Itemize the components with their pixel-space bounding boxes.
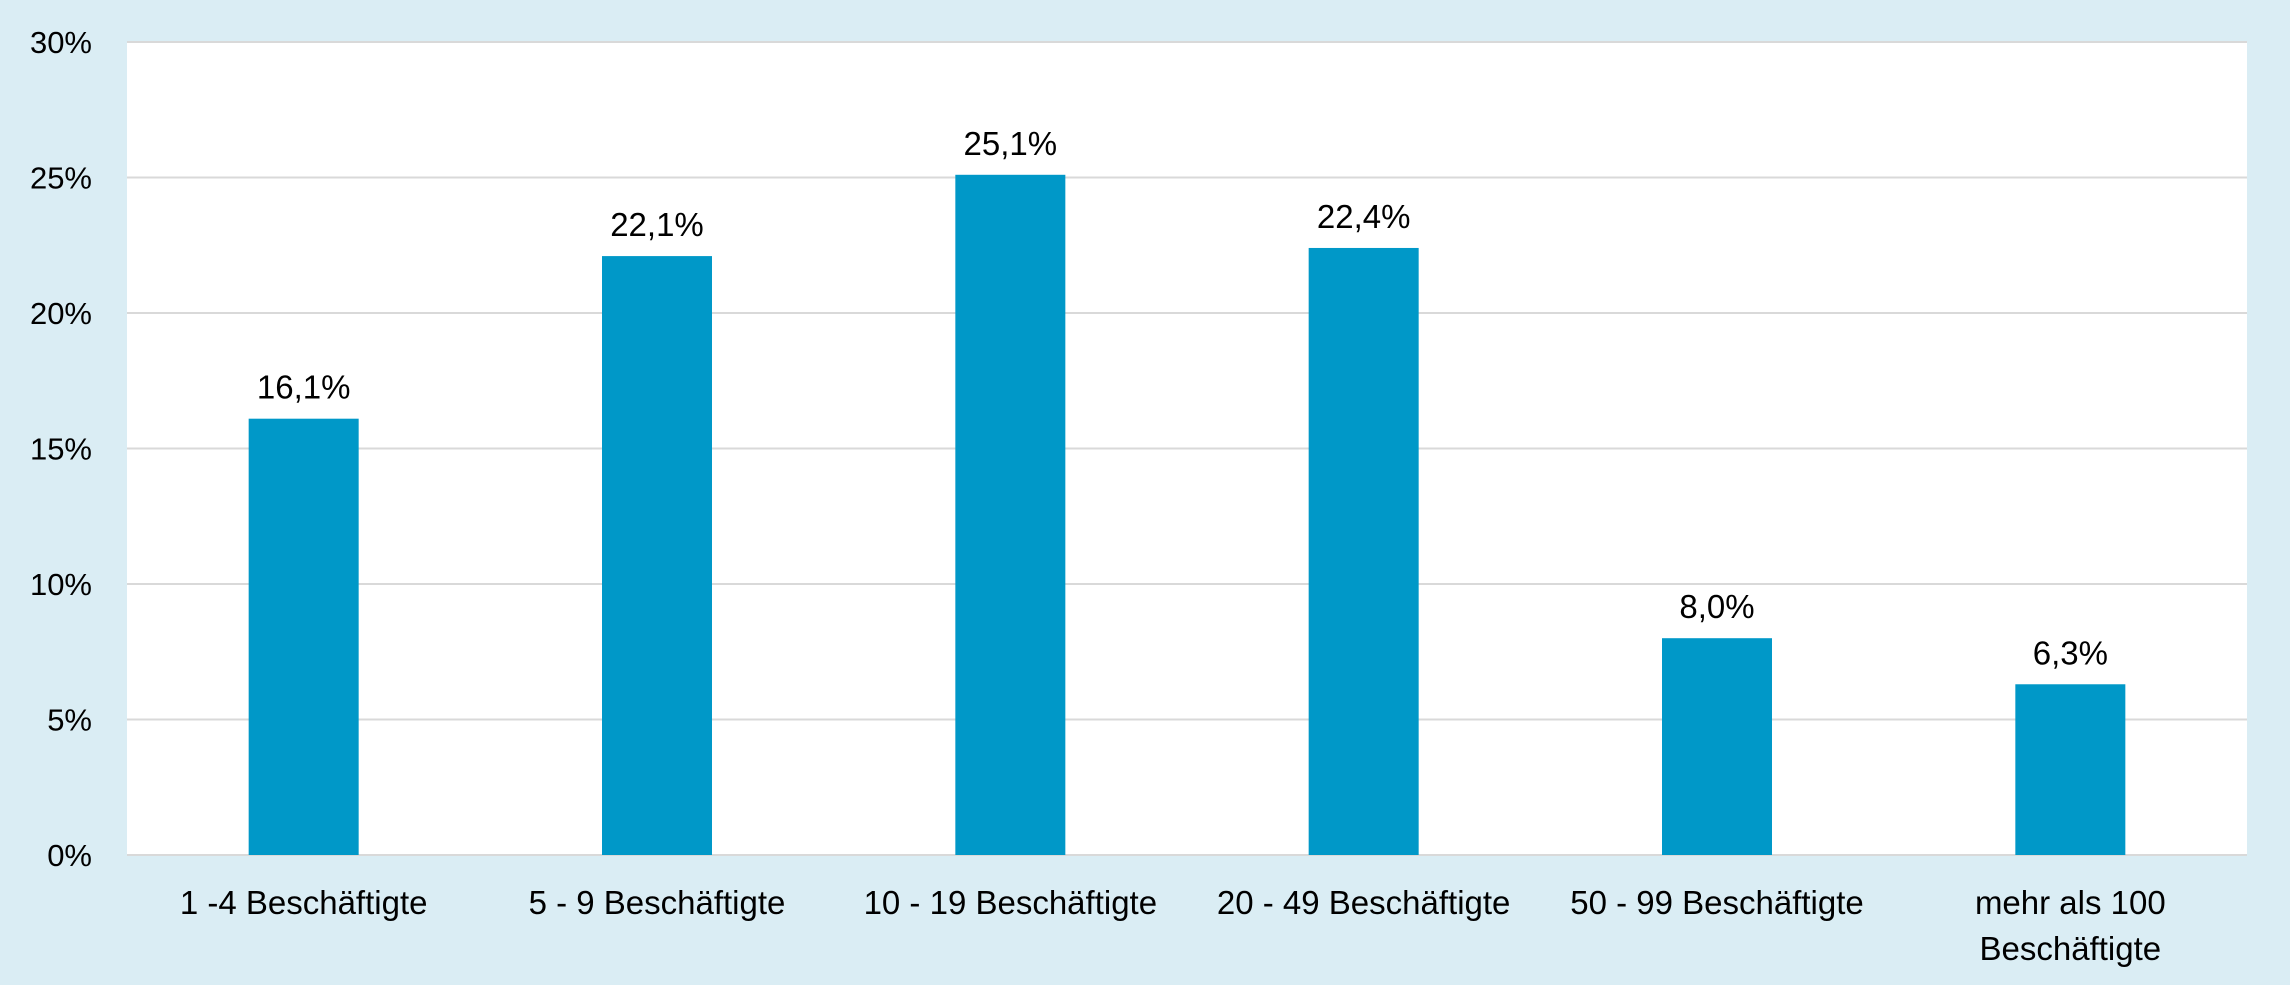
bars	[248, 174, 2126, 856]
y-tick-label: 10%	[30, 567, 92, 602]
data-label: 22,1%	[610, 206, 704, 243]
data-label: 25,1%	[964, 125, 1058, 162]
category-label: 1 -4 Beschäftigte	[180, 884, 428, 921]
y-tick-label: 5%	[47, 703, 92, 738]
y-tick-label: 15%	[30, 432, 92, 467]
bar	[2015, 684, 2126, 855]
x-axis-category-labels: 1 -4 Beschäftigte 5 - 9 Beschäftigte 10 - …	[180, 884, 2166, 967]
bar	[955, 174, 1066, 856]
category-label: 50 - 99 Beschäftigte	[1570, 884, 1864, 921]
data-label: 22,4%	[1317, 198, 1411, 235]
bar	[602, 256, 712, 856]
y-tick-label: 0%	[47, 838, 92, 873]
data-label: 16,1%	[257, 369, 351, 406]
y-axis-tick-labels: 0% 5% 10% 15% 20% 25% 30%	[30, 25, 92, 873]
gridlines	[127, 41, 2247, 856]
bar	[1308, 247, 1419, 855]
data-labels: 16,1% 22,1% 25,1% 22,4% 8,0% 6,3%	[257, 125, 2108, 671]
y-tick-label: 25%	[30, 161, 92, 196]
y-tick-label: 20%	[30, 296, 92, 331]
bar	[1662, 638, 1772, 855]
category-label: 10 - 19 Beschäftigte	[864, 884, 1158, 921]
category-label: 20 - 49 Beschäftigte	[1217, 884, 1511, 921]
category-label: 5 - 9 Beschäftigte	[529, 884, 786, 921]
category-label: mehr als 100 Beschäftigte	[1975, 884, 2166, 967]
y-tick-label: 30%	[30, 25, 92, 60]
data-label: 8,0%	[1679, 588, 1754, 625]
data-label: 6,3%	[2033, 634, 2108, 671]
bar	[248, 418, 359, 855]
